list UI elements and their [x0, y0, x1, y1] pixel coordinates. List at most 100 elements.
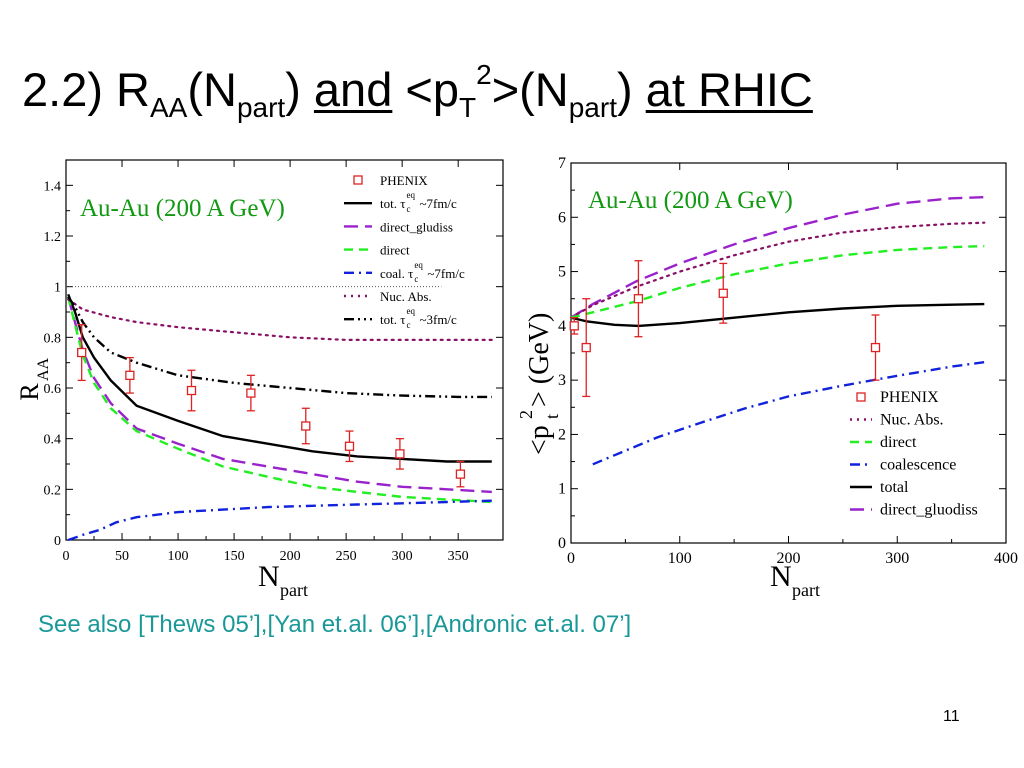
- phenix-point: [718, 288, 728, 298]
- phenix-point: [395, 449, 405, 459]
- legend-label-gluodiss: direct_gluodiss: [880, 502, 978, 519]
- series-line-direct: [570, 244, 985, 319]
- x-tick-label: 350: [448, 549, 469, 564]
- x-tick-label: 300: [885, 550, 909, 567]
- y-axis-label-main: R: [15, 383, 44, 401]
- y-tick-label: 4: [558, 318, 566, 335]
- y-tick-label: 7: [558, 155, 566, 172]
- series-line-total: [67, 293, 492, 463]
- y-tick-label: 0.4: [44, 433, 62, 448]
- legend-swatch-phenix: [856, 392, 866, 402]
- phenix-point: [633, 294, 644, 304]
- phenix-point: [301, 421, 311, 431]
- legend-label-sup: eq: [414, 260, 423, 270]
- phenix-point: [569, 321, 579, 331]
- x-tick-label: 250: [336, 549, 357, 564]
- x-tick-label: 100: [168, 549, 189, 564]
- plot-frame: [570, 162, 1007, 544]
- y-tick-label: 0: [54, 534, 61, 549]
- legend-label-nucabs: Nuc. Abs.: [380, 289, 432, 304]
- y-tick-label: 5: [558, 264, 566, 281]
- title-and: and: [313, 63, 393, 116]
- legend-label-suffix: ~3fm/c: [419, 312, 457, 327]
- plot-frame: [65, 159, 504, 541]
- y-tick-label: 0.6: [44, 382, 62, 397]
- phenix-point: [581, 342, 591, 353]
- y-tick-label: 1.4: [44, 179, 62, 194]
- phenix-point: [186, 385, 197, 396]
- series-line-nucabs: [67, 298, 493, 341]
- title-at-rhic: at RHIC: [645, 63, 813, 116]
- x-tick-label: 0: [63, 549, 70, 564]
- series-line-nucabs: [569, 221, 986, 319]
- phenix-point: [455, 469, 466, 479]
- chart-annotation: Au-Au (200 A GeV): [588, 187, 793, 214]
- x-tick-label: 150: [224, 549, 245, 564]
- x-axis-label: N: [770, 560, 792, 593]
- legend-label-coal: coalescence: [880, 457, 956, 474]
- legend-label-nucabs: Nuc. Abs.: [880, 412, 944, 429]
- legend-swatch-phenix: [353, 175, 363, 185]
- chart-annotation: Au-Au (200 A GeV): [80, 195, 285, 222]
- raa-chart: 0 50 100 150 200 250 300 350 0 0.2 0.4 0.6 0.8 1 1.2 1.…: [15, 159, 504, 600]
- legend-label-sub: c: [414, 274, 418, 284]
- phenix-point: [870, 342, 881, 353]
- y-tick-label: 1: [558, 481, 566, 498]
- legend-label-sub: c: [406, 320, 410, 330]
- phenix-point: [344, 441, 355, 451]
- y-tick-label: 3: [558, 372, 566, 389]
- see-also-references: See also [Thews 05’],[Yan et.al. 06’],[A…: [38, 611, 632, 638]
- series-line-tot3: [67, 296, 492, 399]
- phenix-point: [246, 388, 256, 398]
- series-line-total: [570, 302, 985, 328]
- legend-label-gluodiss: direct_gludiss: [380, 219, 453, 234]
- series-line-gluodiss: [570, 196, 985, 319]
- legend-label-tot3: tot. τ: [380, 312, 405, 327]
- legend-label-direct: direct: [880, 434, 917, 451]
- legend-label-sub: c: [406, 204, 410, 214]
- x-tick-label: 400: [994, 550, 1018, 567]
- legend-label-sup: eq: [406, 190, 415, 200]
- legend-label-coal: coal. τ: [380, 266, 413, 281]
- x-tick-label: 200: [777, 550, 801, 567]
- legend-label-total: total: [880, 479, 909, 496]
- legend-label-total: tot. τ: [380, 196, 405, 211]
- legend-label-suffix: ~7fm/c: [419, 196, 457, 211]
- y-tick-label: 0.2: [44, 483, 62, 498]
- x-axis-label-sub: part: [792, 580, 820, 600]
- y-tick-label: 1.2: [44, 230, 62, 245]
- series-line-gluodiss: [67, 296, 492, 494]
- x-axis-label-sub: part: [280, 580, 308, 600]
- y-axis-label-sub: AA: [35, 357, 52, 381]
- y-axis-label: R AA: [15, 357, 52, 400]
- series-line-direct: [67, 296, 492, 504]
- phenix-point: [125, 370, 135, 380]
- y-axis-label: <p t 2 > (GeV): [516, 313, 562, 455]
- series-line-coal: [592, 361, 985, 466]
- y-tick-label: 0.8: [44, 331, 62, 346]
- y-tick-label: 0: [558, 535, 566, 552]
- x-tick-label: 300: [392, 549, 413, 564]
- y-tick-label: 6: [558, 209, 566, 226]
- page-number: 11: [943, 708, 960, 725]
- y-tick-label: 2: [558, 426, 566, 443]
- series-line-coal: [67, 499, 492, 542]
- legend: PHENIX Nuc. Abs. direct coalescence total dir…: [850, 389, 978, 519]
- phenix-point: [77, 347, 87, 358]
- x-tick-label: 0: [567, 550, 575, 567]
- y-axis-label-left: <p: [524, 425, 555, 455]
- x-axis-label: N: [258, 560, 280, 593]
- legend-label-phenix: PHENIX: [380, 173, 428, 188]
- slide-title: 2.2) RAA(Npart) and <pT2>(Npart) at RHIC: [22, 59, 813, 123]
- legend-label-phenix: PHENIX: [880, 389, 939, 406]
- legend-label-direct: direct: [380, 243, 410, 258]
- y-axis-label-t: t: [542, 414, 562, 419]
- x-tick-label: 100: [668, 550, 692, 567]
- x-tick-label: 50: [115, 549, 129, 564]
- y-axis-label-right: > (GeV): [524, 313, 555, 407]
- y-tick-label: 1: [54, 281, 61, 296]
- legend-label-suffix: ~7fm/c: [427, 266, 465, 281]
- legend-label-sup: eq: [406, 306, 415, 316]
- pt2-chart: 0 100 200 300 400 0 1 2 3 4 5 6 7 Au-Au (200 A GeV) N p…: [516, 155, 1018, 600]
